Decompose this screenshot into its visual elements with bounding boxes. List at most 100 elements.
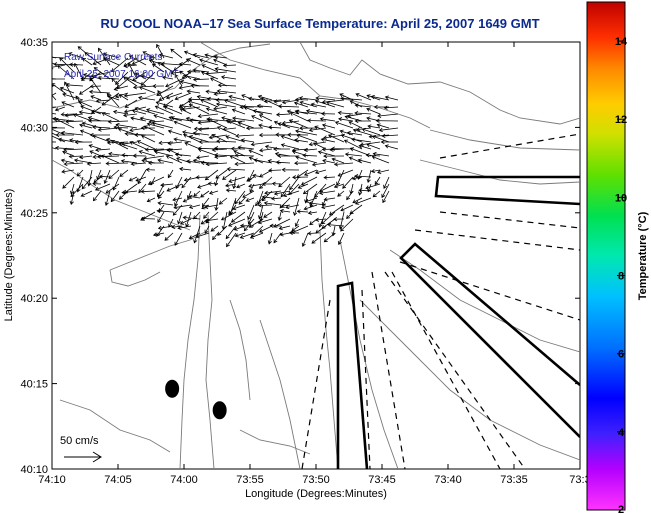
current-vector bbox=[205, 107, 228, 115]
current-vector bbox=[277, 122, 300, 129]
current-vector bbox=[299, 126, 318, 131]
current-vector bbox=[52, 84, 57, 87]
current-vector bbox=[263, 211, 273, 218]
current-vector bbox=[249, 232, 264, 239]
current-vector bbox=[52, 141, 57, 143]
current-vector bbox=[227, 218, 246, 227]
current-vector bbox=[230, 146, 246, 151]
current-vector bbox=[208, 134, 228, 140]
current-vector bbox=[186, 190, 192, 200]
current-vector bbox=[373, 104, 389, 110]
current-vector bbox=[342, 176, 354, 189]
current-vector bbox=[52, 83, 66, 94]
current-vector bbox=[87, 116, 102, 122]
current-vector bbox=[333, 216, 345, 222]
current-vector bbox=[259, 148, 273, 153]
current-vector bbox=[307, 210, 318, 215]
current-vector bbox=[285, 204, 300, 210]
current-vector bbox=[225, 135, 246, 143]
current-vector bbox=[375, 118, 399, 123]
current-vector bbox=[252, 173, 264, 179]
current-vector bbox=[367, 183, 372, 193]
current-vector-field bbox=[52, 43, 399, 248]
current-vector bbox=[204, 204, 219, 209]
current-vector bbox=[311, 232, 327, 244]
current-vector bbox=[192, 131, 210, 136]
current-vector bbox=[55, 132, 74, 138]
current-vector bbox=[246, 176, 255, 182]
current-vector bbox=[280, 143, 300, 150]
current-vector bbox=[376, 123, 390, 129]
current-vector bbox=[344, 152, 363, 157]
survey-polygons bbox=[336, 175, 580, 469]
current-vector bbox=[89, 76, 102, 94]
current-vector bbox=[295, 129, 318, 136]
current-vector bbox=[186, 69, 201, 74]
current-vector bbox=[227, 119, 246, 124]
current-vector bbox=[102, 52, 120, 59]
current-vector bbox=[247, 211, 255, 225]
current-vector bbox=[225, 225, 237, 240]
current-vector bbox=[218, 197, 228, 205]
current-vector bbox=[288, 183, 300, 196]
current-vector bbox=[361, 127, 381, 136]
current-vector bbox=[139, 116, 156, 122]
current-vector bbox=[292, 175, 309, 180]
current-vector bbox=[187, 99, 210, 108]
current-vector bbox=[52, 55, 66, 59]
colorbar-tick-label: 2 bbox=[618, 504, 624, 515]
current-vector bbox=[232, 176, 237, 190]
current-vector bbox=[310, 102, 327, 108]
current-vector bbox=[377, 169, 390, 175]
current-vector bbox=[165, 155, 183, 164]
current-vector bbox=[248, 183, 264, 189]
current-vector bbox=[115, 71, 129, 85]
current-vector bbox=[157, 62, 174, 73]
current-vector bbox=[59, 86, 75, 94]
current-vector bbox=[54, 106, 66, 112]
current-vector bbox=[126, 77, 147, 87]
current-vector bbox=[225, 188, 237, 193]
current-vector bbox=[196, 155, 210, 160]
current-vector bbox=[111, 77, 120, 87]
current-vector bbox=[374, 176, 381, 186]
current-vector bbox=[251, 115, 264, 122]
current-vector bbox=[239, 232, 255, 239]
current-vector bbox=[267, 232, 273, 245]
current-vector bbox=[352, 197, 363, 204]
current-vector bbox=[204, 169, 219, 181]
current-vector bbox=[261, 181, 272, 187]
current-vector bbox=[140, 189, 156, 194]
current-vector bbox=[105, 161, 129, 166]
current-vector bbox=[148, 119, 165, 124]
current-vector bbox=[192, 77, 210, 82]
current-vector bbox=[232, 204, 246, 211]
current-vector bbox=[321, 111, 336, 116]
current-vector bbox=[174, 73, 183, 87]
y-axis-label: Latitude (Degrees:Minutes) bbox=[3, 189, 15, 322]
current-vector bbox=[103, 57, 120, 66]
current-vector bbox=[179, 166, 192, 172]
current-vector bbox=[98, 174, 111, 179]
current-vector bbox=[346, 211, 354, 220]
current-vector bbox=[130, 116, 147, 122]
current-vector bbox=[303, 147, 318, 153]
current-vector bbox=[333, 162, 354, 167]
current-vector bbox=[228, 176, 246, 183]
colorbar-tick-label: 10 bbox=[615, 192, 627, 204]
current-vector bbox=[62, 92, 84, 101]
current-vector bbox=[349, 204, 363, 215]
current-vector bbox=[188, 232, 201, 240]
current-vector bbox=[100, 154, 120, 164]
current-vector bbox=[61, 169, 75, 174]
current-vector bbox=[83, 73, 102, 80]
current-vector bbox=[115, 122, 138, 129]
current-vector bbox=[186, 159, 201, 164]
current-vector bbox=[258, 203, 273, 208]
current-vector bbox=[128, 62, 138, 80]
current-vector bbox=[234, 190, 246, 205]
current-vector bbox=[302, 153, 318, 158]
current-vector bbox=[155, 100, 174, 108]
current-vector bbox=[165, 78, 183, 88]
current-vector bbox=[60, 130, 84, 136]
